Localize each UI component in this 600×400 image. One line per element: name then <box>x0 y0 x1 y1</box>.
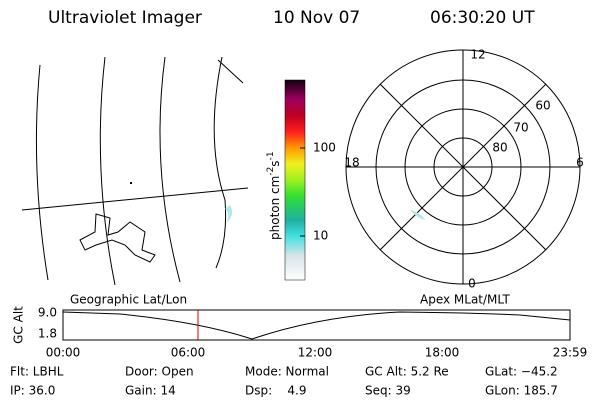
info-item: Seq: 39 <box>365 384 411 398</box>
info-item: Dsp: 4.9 <box>245 384 307 398</box>
hour-label: 12 <box>470 48 485 62</box>
info-item: IP: 36.0 <box>10 384 55 398</box>
info-item: GLat: −45.2 <box>485 365 558 379</box>
time-tick: 12:00 <box>298 346 333 360</box>
hour-label: 0 <box>468 277 476 291</box>
y-tick-label: 1.8 <box>38 327 57 341</box>
hour-label: 6 <box>576 156 584 170</box>
info-item: Mode: Normal <box>245 365 329 379</box>
colorbar-tick: 10 <box>313 229 328 243</box>
time-tick: 18:00 <box>425 346 460 360</box>
y-tick-label: 9.0 <box>38 306 57 320</box>
info-item: Door: Open <box>125 365 194 379</box>
date: 10 Nov 07 <box>273 8 360 28</box>
map <box>21 56 249 286</box>
lat-label: 80 <box>492 141 507 155</box>
hour-label: 18 <box>344 156 359 170</box>
info-item: GLon: 185.7 <box>485 384 558 398</box>
info-item: Flt: LBHL <box>10 365 64 379</box>
time-tick: 00:00 <box>46 346 81 360</box>
polar-plot: 12 18 6 0 60 70 80 <box>344 48 583 291</box>
instrument: Ultraviolet Imager <box>48 8 202 28</box>
lat-label: 70 <box>513 121 528 135</box>
orbit-plot: Geographic Lat/Lon Apex MLat/MLT GC Alt … <box>12 293 588 360</box>
time: 06:30:20 UT <box>430 8 535 28</box>
colorbar-tick: 100 <box>313 141 336 155</box>
orbit-label: Apex MLat/MLT <box>420 293 510 307</box>
info-item: GC Alt: 5.2 Re <box>365 365 449 379</box>
lat-label: 60 <box>535 99 550 113</box>
colorbar: 100 10 photon cm-2s-1 <box>266 79 336 281</box>
axis-label: GC Alt <box>12 306 26 344</box>
orbit-label: Geographic Lat/Lon <box>70 293 187 307</box>
info-item: Gain: 14 <box>125 384 176 398</box>
colorbar-unit: photon cm-2s-1 <box>266 151 282 240</box>
time-tick: 23:59 <box>553 346 588 360</box>
time-tick: 06:00 <box>171 346 206 360</box>
info: Flt: LBHL Door: Open Mode: Normal GC Alt… <box>10 365 558 398</box>
